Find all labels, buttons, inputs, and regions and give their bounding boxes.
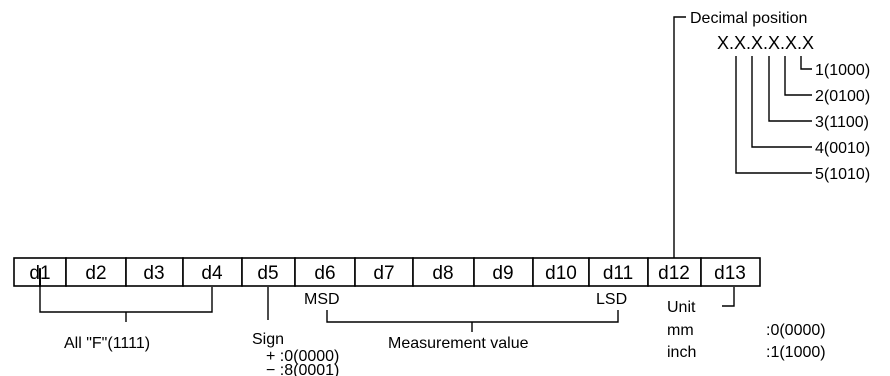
unit-leader [722,287,735,307]
cell-d5-box [241,257,296,287]
cell-d10-box [532,257,590,287]
decimal-leader-2 [784,56,812,96]
cell-d8-box [412,257,475,287]
cell-d2-label: d2 [85,263,106,284]
unit-mm-label: mm [667,322,694,339]
unit-inch-label: inch [667,344,696,361]
digit-cells: d1 d2 d3 d4 d5 d6 d7 d8 d9 d10 d11 d12 d… [13,257,761,287]
unit-label: Unit [667,299,696,316]
cell-d9-label: d9 [492,263,513,284]
cell-d7-box [354,257,414,287]
decimal-leader-line [673,16,686,258]
all-f-label: All "F"(1111) [64,335,150,352]
decimal-leader-4 [751,56,812,148]
cell-d8-label: d8 [432,263,453,284]
cell-d7-label: d7 [373,263,394,284]
cell-d2-box [65,257,127,287]
decimal-position-title: Decimal position [690,10,807,27]
cell-d11-label: d11 [603,263,633,284]
lsd-label: LSD [596,291,627,308]
cell-d9-box [473,257,534,287]
cell-d13-label: d13 [714,263,746,284]
cell-d4-label: d4 [201,263,223,284]
cell-d6-box [294,257,356,287]
decimal-leader-1 [800,56,812,70]
cell-d5-label: d5 [257,263,278,284]
measurement-label: Measurement value [388,335,529,352]
decimal-position-section: Decimal position X.X.X.X.X.X 1(1000) 2(0… [673,10,870,258]
sign-plus-label: + :0(0000) [266,348,339,365]
decimal-leader-3 [768,56,812,122]
sign-label: Sign [252,331,284,348]
cell-d10-label: d10 [545,263,577,284]
cell-d3-box [125,257,184,287]
msd-label: MSD [304,291,340,308]
cell-d3-label: d3 [143,263,164,284]
decimal-code-2: 2(0100) [815,88,870,105]
decimal-pattern: X.X.X.X.X.X [717,33,814,53]
cell-d13-box [700,257,761,287]
unit-inch-code: :1(1000) [766,344,826,361]
decimal-code-4: 4(0010) [815,140,870,157]
decimal-code-3: 3(1100) [815,114,869,131]
decimal-code-1: 1(1000) [815,62,870,79]
cell-d6-label: d6 [314,263,335,284]
cell-d12-box [647,257,702,287]
sign-minus-label: − :8(0001) [266,362,339,376]
unit-mm-code: :0(0000) [766,322,826,339]
decimal-code-5: 5(1010) [815,166,870,183]
decimal-leader-5 [735,56,812,174]
cell-d12-label: d12 [658,263,690,284]
